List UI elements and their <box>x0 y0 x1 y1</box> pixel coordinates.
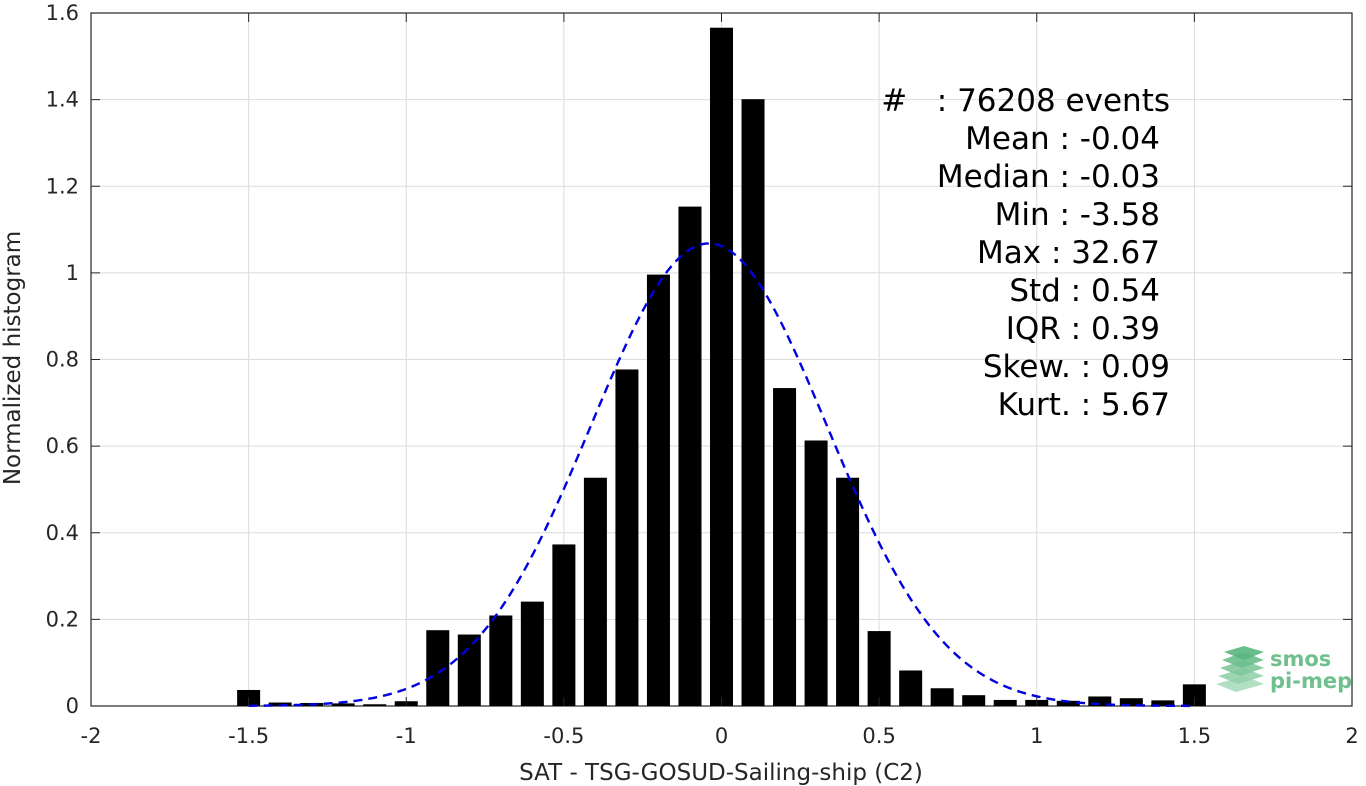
histogram-bar <box>899 670 923 706</box>
smos-pimep-logo: smos pi-mep <box>1216 646 1352 693</box>
stat-line: Mean : -0.04 <box>965 121 1160 157</box>
histogram-bar <box>804 440 828 706</box>
stat-line: IQR : 0.39 <box>1006 311 1160 347</box>
logo-text-smos: smos <box>1270 647 1331 671</box>
histogram-bar <box>993 699 1017 706</box>
x-tick-labels: -2 -1.5 -1 -0.5 0 0.5 1 1.5 2 <box>81 724 1359 748</box>
gaussian-fit-curve <box>248 242 1195 708</box>
logo-text-pimep: pi-mep <box>1270 669 1352 693</box>
stat-line: Min : -3.58 <box>995 197 1160 233</box>
x-tick-label: 2 <box>1345 724 1358 748</box>
x-tick-label: 0 <box>715 724 728 748</box>
histogram-bar <box>1151 700 1175 706</box>
histogram-bar <box>1088 696 1112 706</box>
y-tick-label: 1.6 <box>46 1 79 25</box>
y-tick-label: 0.4 <box>46 521 79 545</box>
y-tick-label: 0.8 <box>46 348 79 372</box>
logo-layers-icon <box>1216 646 1264 692</box>
histogram-bar <box>363 704 387 706</box>
y-tick-label: 1.2 <box>46 174 79 198</box>
histogram-bar <box>552 544 576 706</box>
stat-line: Max : 32.67 <box>977 235 1160 271</box>
stat-line: Median : -0.03 <box>937 159 1160 195</box>
histogram-bar <box>741 99 765 706</box>
histogram-bar <box>930 688 954 706</box>
histogram-bar <box>1182 684 1206 706</box>
y-tick-label: 1.4 <box>46 88 79 112</box>
y-tick-label: 0 <box>66 694 79 718</box>
histogram-bar <box>1119 698 1143 706</box>
stat-line: Skew. : 0.09 <box>983 349 1170 385</box>
x-tick-label: -0.5 <box>543 724 584 748</box>
histogram-bar <box>709 27 734 706</box>
histogram-bar <box>1056 700 1080 706</box>
y-tick-label: 1 <box>66 261 79 285</box>
histogram-bar <box>867 631 891 706</box>
histogram-bar <box>615 369 639 706</box>
histogram-bar <box>646 274 670 706</box>
x-axis-label: SAT - TSG-GOSUD-Sailing-ship (C2) <box>519 760 923 786</box>
y-tick-labels: 0 0.2 0.4 0.6 0.8 1 1.2 1.4 1.6 <box>46 1 79 718</box>
stat-line: Std : 0.54 <box>1009 273 1160 309</box>
histogram-bar <box>962 695 986 706</box>
stat-line: # : 76208 events <box>881 83 1170 119</box>
y-axis-label: Normalized histogram <box>0 231 26 485</box>
histogram-bar <box>489 615 513 706</box>
x-tick-label: 1.5 <box>1178 724 1211 748</box>
histogram-bar <box>520 601 544 706</box>
histogram-bar <box>773 388 797 706</box>
histogram-bar <box>331 703 355 706</box>
histogram-bar <box>457 634 481 706</box>
histogram-bars <box>237 27 1206 706</box>
histogram-bar <box>836 477 860 706</box>
histogram-bar <box>583 477 607 706</box>
x-tick-label: -1 <box>396 724 417 748</box>
stat-line: Kurt. : 5.67 <box>998 387 1170 423</box>
y-tick-label: 0.6 <box>46 434 79 458</box>
histogram-bar <box>426 630 450 706</box>
axis-ticks <box>90 12 1353 707</box>
x-tick-label: -1.5 <box>228 724 269 748</box>
y-tick-label: 0.2 <box>46 607 79 631</box>
histogram-bar <box>678 206 702 706</box>
x-tick-label: -2 <box>81 724 102 748</box>
x-tick-label: 0.5 <box>862 724 895 748</box>
x-tick-label: 1 <box>1030 724 1043 748</box>
